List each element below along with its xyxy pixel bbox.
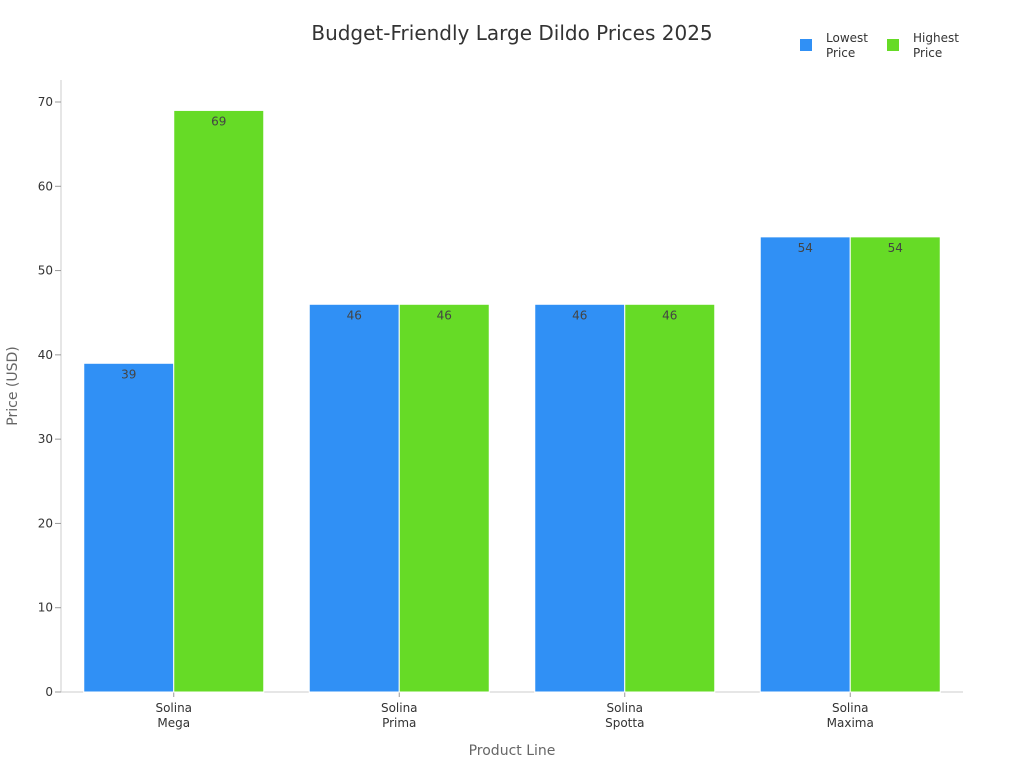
data-labels: 39 69 46 46 46 46 54 54: [121, 114, 903, 381]
y-tick-label: 70: [38, 95, 53, 109]
legend-label: Highest Price: [913, 31, 959, 60]
x-tick-label: Solina Spotta: [605, 701, 644, 730]
x-tick-label: Solina Maxima: [827, 701, 874, 730]
bar: [534, 303, 626, 693]
y-axis-ticks: 0 10 20 30 40 50 60 70: [38, 95, 61, 699]
legend: Lowest Price Highest Price: [800, 31, 959, 60]
bar: [398, 303, 490, 693]
bar-value-label: 46: [437, 308, 452, 322]
y-tick-label: 10: [38, 601, 53, 615]
bar: [173, 109, 265, 693]
x-axis-title: Product Line: [469, 743, 556, 759]
bar: [624, 303, 716, 693]
bar: [83, 362, 175, 693]
y-axis-title: Price (USD): [5, 346, 21, 425]
bars: [83, 109, 941, 693]
y-tick-label: 30: [38, 432, 53, 446]
bar-value-label: 46: [572, 308, 587, 322]
bar-value-label: 46: [662, 308, 677, 322]
bar: [759, 236, 851, 693]
bar-value-label: 69: [211, 114, 226, 128]
legend-label: Lowest Price: [826, 31, 868, 60]
x-axis-ticks: Solina Mega Solina Prima Solina Spotta Solina M…: [155, 692, 874, 730]
chart-title: Budget-Friendly Large Dildo Prices 2025: [311, 21, 712, 45]
x-tick-label: Solina Mega: [155, 701, 192, 730]
bar-value-label: 39: [121, 367, 136, 381]
bar: [849, 236, 941, 693]
bar-value-label: 46: [347, 308, 362, 322]
bar: [308, 303, 400, 693]
x-tick-label: Solina Prima: [381, 701, 418, 730]
y-tick-label: 50: [38, 264, 53, 278]
y-tick-label: 60: [38, 179, 53, 193]
legend-swatch: [887, 39, 899, 51]
y-tick-label: 0: [45, 685, 53, 699]
y-tick-label: 40: [38, 348, 53, 362]
bar-value-label: 54: [888, 241, 903, 255]
legend-swatch: [800, 39, 812, 51]
y-tick-label: 20: [38, 516, 53, 530]
bar-value-label: 54: [798, 241, 813, 255]
